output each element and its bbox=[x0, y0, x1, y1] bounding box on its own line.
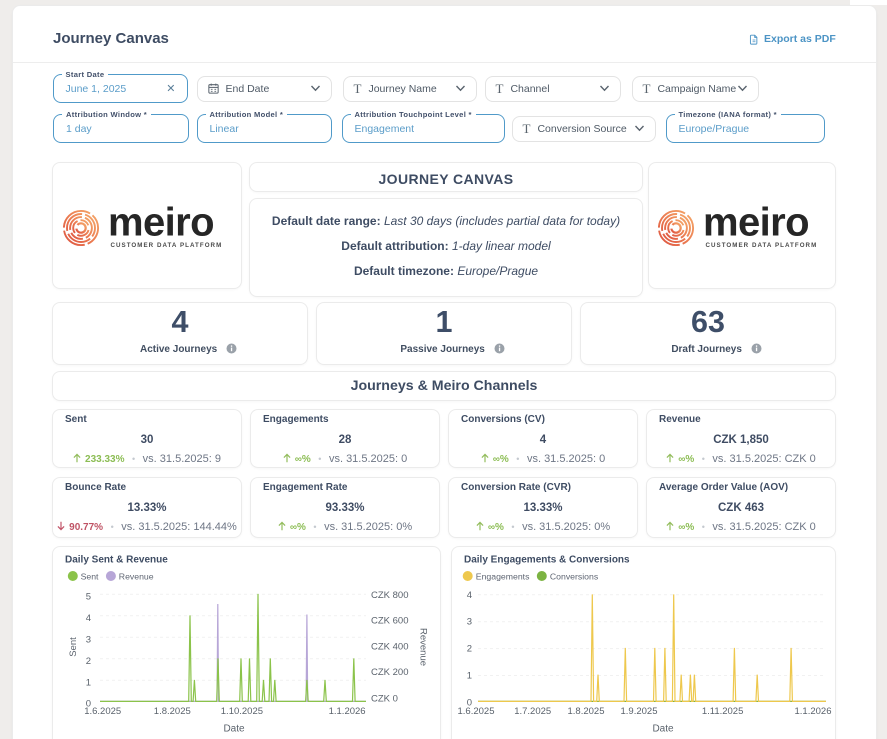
svg-text:Daily Engagements & Conversion: Daily Engagements & Conversions bbox=[464, 555, 630, 566]
svg-text:1.7.2025: 1.7.2025 bbox=[514, 706, 551, 717]
svg-text:Date: Date bbox=[223, 724, 245, 735]
svg-text:3: 3 bbox=[86, 634, 91, 645]
svg-text:1.1.2026: 1.1.2026 bbox=[795, 706, 832, 717]
svg-text:Daily Sent & Revenue: Daily Sent & Revenue bbox=[65, 555, 168, 566]
svg-text:CUSTOMER DATA PLATFORM: CUSTOMER DATA PLATFORM bbox=[111, 242, 223, 248]
svg-text:1: 1 bbox=[86, 677, 91, 688]
svg-text:2: 2 bbox=[467, 644, 472, 655]
svg-text:1.6.2025: 1.6.2025 bbox=[84, 706, 121, 717]
svg-text:Conversions: Conversions bbox=[550, 571, 599, 581]
svg-text:5: 5 bbox=[86, 591, 91, 602]
svg-text:Date: Date bbox=[652, 724, 674, 735]
svg-text:0: 0 bbox=[86, 698, 91, 709]
svg-text:Sent: Sent bbox=[68, 637, 79, 657]
svg-text:meiro: meiro bbox=[108, 204, 214, 245]
svg-text:CZK 800: CZK 800 bbox=[371, 590, 409, 601]
svg-text:3: 3 bbox=[467, 617, 472, 628]
svg-text:CZK 600: CZK 600 bbox=[371, 615, 409, 626]
svg-text:1.11.2025: 1.11.2025 bbox=[702, 706, 744, 717]
svg-text:Revenue: Revenue bbox=[119, 571, 154, 581]
svg-text:1: 1 bbox=[467, 671, 472, 682]
svg-text:0: 0 bbox=[467, 697, 472, 708]
svg-text:1.9.2025: 1.9.2025 bbox=[621, 706, 658, 717]
svg-text:Engagements: Engagements bbox=[476, 571, 530, 581]
svg-text:CUSTOMER DATA PLATFORM: CUSTOMER DATA PLATFORM bbox=[706, 242, 818, 248]
svg-text:2: 2 bbox=[86, 656, 91, 667]
svg-text:CZK 0: CZK 0 bbox=[371, 694, 398, 705]
svg-text:Sent: Sent bbox=[81, 571, 99, 581]
svg-text:4: 4 bbox=[86, 613, 91, 624]
svg-text:1.10.2025: 1.10.2025 bbox=[221, 706, 263, 717]
svg-text:1.1.2026: 1.1.2026 bbox=[329, 706, 366, 717]
svg-text:1.6.2025: 1.6.2025 bbox=[458, 706, 495, 717]
svg-text:Revenue: Revenue bbox=[418, 628, 429, 666]
svg-text:CZK 400: CZK 400 bbox=[371, 642, 409, 653]
svg-text:CZK 200: CZK 200 bbox=[371, 667, 409, 678]
svg-text:1.8.2025: 1.8.2025 bbox=[568, 706, 605, 717]
svg-text:1.8.2025: 1.8.2025 bbox=[154, 706, 191, 717]
svg-text:4: 4 bbox=[467, 590, 472, 601]
svg-text:meiro: meiro bbox=[703, 204, 809, 245]
